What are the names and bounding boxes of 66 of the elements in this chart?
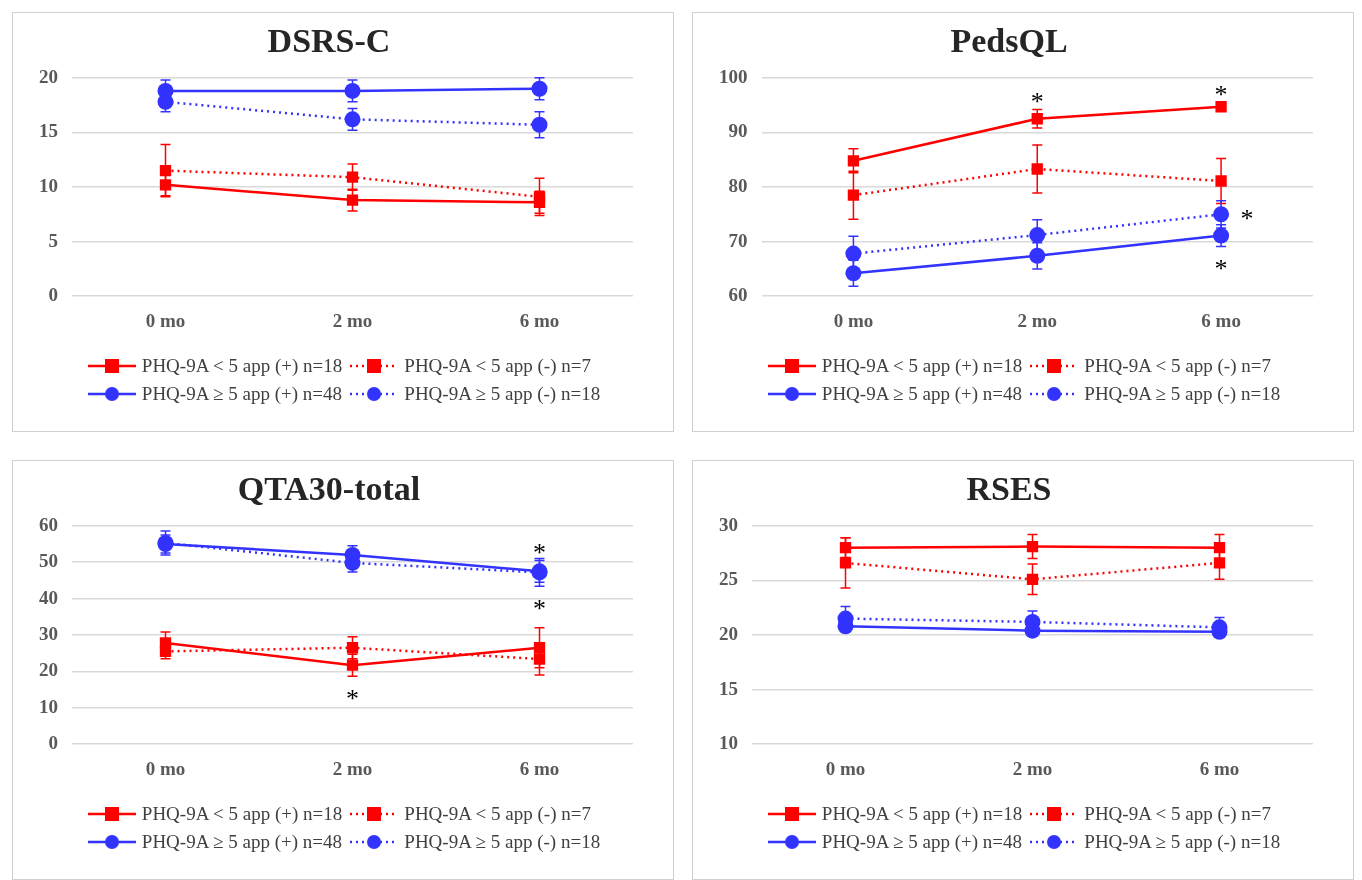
legend-label: PHQ-9A < 5 app (-) n=7 — [1084, 355, 1271, 377]
y-tick-label: 0 — [48, 732, 58, 754]
point — [1215, 175, 1227, 187]
x-tick-label: 0 mo — [833, 309, 874, 331]
chart-title: QTA30-total — [237, 470, 421, 508]
legend-label: PHQ-9A < 5 app (+) n=18 — [141, 803, 343, 825]
legend-label: PHQ-9A ≥ 5 app (+) n=48 — [821, 831, 1023, 853]
x-tick-label: 2 mo — [1017, 309, 1058, 331]
point — [533, 653, 546, 665]
annotation: * — [346, 683, 359, 713]
x-tick-label: 2 mo — [332, 309, 373, 331]
annotation: * — [1214, 254, 1228, 284]
x-tick-label: 6 mo — [1199, 757, 1240, 779]
legend-label: PHQ-9A ≥ 5 app (+) n=48 — [141, 383, 343, 405]
point — [346, 194, 359, 206]
y-tick-label: 30 — [39, 622, 58, 644]
annotation: * — [1030, 87, 1044, 117]
legend-label: PHQ-9A < 5 app (+) n=18 — [821, 803, 1023, 825]
point — [1031, 163, 1043, 175]
legend-label: PHQ-9A ≥ 5 app (-) n=18 — [1084, 383, 1281, 405]
y-tick-label: 20 — [39, 659, 58, 681]
x-tick-label: 2 mo — [1012, 757, 1053, 779]
y-tick-label: 60 — [728, 284, 748, 306]
x-tick-label: 0 mo — [825, 757, 866, 779]
x-tick-label: 6 mo — [519, 309, 560, 331]
annotation: * — [533, 594, 546, 624]
y-tick-label: 10 — [39, 695, 58, 717]
x-tick-label: 0 mo — [145, 757, 186, 779]
y-tick-label: 10 — [719, 732, 738, 754]
legend-label: PHQ-9A < 5 app (+) n=18 — [821, 355, 1023, 377]
annotation: * — [533, 538, 546, 568]
chart-title: DSRS-C — [267, 22, 391, 60]
y-tick-label: 5 — [48, 229, 58, 251]
y-tick-label: 40 — [39, 586, 58, 608]
y-tick-label: 15 — [39, 120, 58, 142]
y-tick-label: 25 — [719, 568, 738, 590]
point — [344, 82, 361, 99]
legend-label: PHQ-9A < 5 app (-) n=7 — [404, 803, 591, 825]
chart-title: PedsQL — [950, 22, 1068, 60]
y-tick-label: 30 — [719, 513, 738, 535]
annotation: * — [1214, 80, 1228, 110]
y-tick-label: 0 — [48, 284, 58, 306]
legend-label: PHQ-9A < 5 app (-) n=7 — [1084, 803, 1271, 825]
x-tick-label: 6 mo — [519, 757, 560, 779]
y-tick-label: 100 — [719, 65, 748, 87]
legend-label: PHQ-9A < 5 app (-) n=7 — [404, 355, 591, 377]
y-tick-label: 90 — [728, 120, 748, 142]
legend-label: PHQ-9A ≥ 5 app (-) n=18 — [404, 383, 601, 405]
legend-label: PHQ-9A ≥ 5 app (-) n=18 — [404, 831, 601, 853]
y-tick-label: 20 — [39, 65, 58, 87]
legend-label: PHQ-9A ≥ 5 app (+) n=48 — [141, 831, 343, 853]
y-tick-label: 80 — [728, 174, 748, 196]
y-tick-label: 50 — [39, 550, 58, 572]
x-tick-label: 2 mo — [332, 757, 373, 779]
y-tick-label: 60 — [39, 513, 58, 535]
legend-label: PHQ-9A ≥ 5 app (-) n=18 — [1084, 831, 1281, 853]
x-tick-label: 6 mo — [1201, 309, 1241, 331]
legend-label: PHQ-9A ≥ 5 app (+) n=48 — [821, 383, 1023, 405]
chart-title: RSES — [966, 470, 1052, 508]
y-tick-label: 15 — [719, 677, 738, 699]
y-tick-label: 10 — [39, 174, 58, 196]
annotation: * — [1240, 204, 1254, 234]
x-tick-label: 0 mo — [145, 309, 186, 331]
y-tick-label: 20 — [719, 622, 738, 644]
legend-label: PHQ-9A < 5 app (+) n=18 — [141, 355, 343, 377]
y-tick-label: 70 — [728, 229, 748, 251]
